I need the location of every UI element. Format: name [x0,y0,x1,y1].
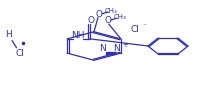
Text: O: O [88,16,95,25]
Text: N: N [99,45,106,53]
Text: N: N [113,45,120,53]
Text: ⁻: ⁻ [143,23,147,29]
Text: Cl: Cl [130,25,139,34]
Text: H: H [6,30,12,39]
Text: CH₃: CH₃ [105,8,117,14]
Text: NH: NH [71,31,85,40]
Text: O: O [104,16,111,25]
Text: O: O [96,10,102,19]
Text: CH₃: CH₃ [113,14,126,20]
Text: +: + [122,42,128,48]
Text: Cl: Cl [16,49,24,58]
